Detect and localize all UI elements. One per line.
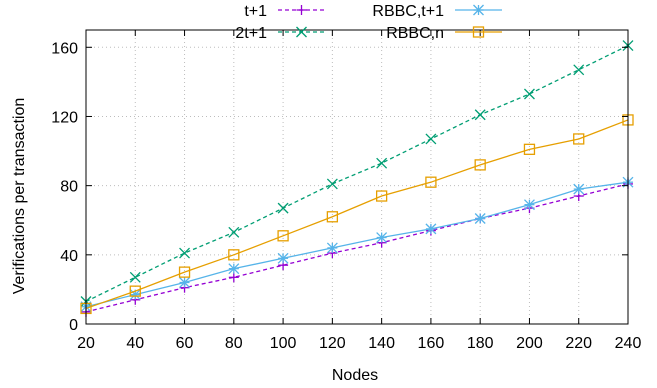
data-point-rbbc-t-1 [326, 242, 338, 254]
y-axis-title: Verifications per transaction [11, 98, 28, 295]
data-point-rbbc-n [375, 190, 388, 202]
data-point-rbbc-t-1 [523, 199, 535, 211]
series-line-rbbc-t-1 [85, 181, 629, 308]
data-point-rbbc-n [277, 230, 289, 242]
data-point-rbbc-t-1 [425, 223, 437, 235]
axes: 20 40 60 80 100 120 140 160 180 200 220 240 0 40 80 120… [51, 30, 641, 352]
x-tick-label: 20 [77, 335, 95, 352]
legend: t+1 2t+1 RBBC,t+1 RBBC,n [235, 3, 502, 42]
data-point-t-1 [228, 272, 239, 283]
data-point-rbbc-t-1 [228, 263, 240, 275]
data-point-rbbc-t-1 [573, 183, 585, 195]
series-layer [80, 40, 634, 317]
data-point-rbbc-n [228, 249, 240, 261]
data-point-rbbc-t-1 [179, 277, 191, 288]
data-point-rbbc-t-1 [277, 252, 289, 264]
plot-frame [85, 29, 629, 325]
legend-label-t-1: t+1 [244, 3, 267, 20]
data-point-2t-1 [228, 226, 240, 238]
x-tick-label: 200 [516, 335, 543, 352]
data-point-rbbc-t-1 [474, 213, 486, 224]
y-tick-label: 80 [60, 179, 78, 196]
x-tick-label: 160 [418, 335, 445, 352]
data-point-2t-1 [277, 202, 289, 214]
x-tick-label: 40 [126, 335, 144, 352]
y-tick-label: 160 [51, 40, 78, 57]
x-tick-label: 120 [319, 335, 346, 352]
legend-label-rbbc-n: RBBC,n [386, 25, 444, 42]
legend-marker-t-1 [296, 5, 307, 15]
legend-label-rbbc-t-1: RBBC,t+1 [372, 3, 444, 20]
x-axis-title: Nodes [332, 367, 378, 384]
data-point-2t-1 [523, 88, 535, 100]
grid [86, 30, 628, 324]
data-point-2t-1 [179, 247, 191, 259]
series-line-rbbc-n [85, 119, 629, 310]
x-tick-label: 240 [615, 335, 642, 352]
series-line-t-1 [85, 183, 629, 313]
y-tick-label: 40 [60, 248, 78, 265]
y-tick-label: 120 [51, 109, 78, 126]
data-point-rbbc-n [425, 176, 437, 188]
data-point-rbbc-n [523, 143, 536, 155]
x-tick-label: 180 [467, 335, 494, 352]
y-tick-label: 0 [69, 317, 78, 334]
x-tick-label: 100 [270, 335, 297, 352]
x-tick-label: 60 [176, 335, 194, 352]
data-point-rbbc-n [474, 159, 486, 171]
x-tick-label: 140 [368, 335, 395, 352]
data-point-2t-1 [474, 109, 486, 121]
data-point-rbbc-n [326, 211, 339, 223]
x-tick-label: 220 [565, 335, 592, 352]
legend-label-2t-1: 2t+1 [235, 25, 267, 42]
data-point-2t-1 [573, 64, 585, 76]
legend-marker-rbbc-t-1 [473, 4, 484, 16]
data-point-2t-1 [425, 133, 437, 145]
data-point-rbbc-n [573, 133, 585, 145]
data-point-2t-1 [326, 178, 338, 190]
data-point-2t-1 [129, 271, 141, 283]
data-point-2t-1 [376, 157, 388, 169]
legend-marker-2t-1 [296, 26, 307, 38]
legend-marker-rbbc-n [472, 26, 485, 38]
x-tick-label: 80 [225, 335, 243, 352]
data-point-rbbc-n [178, 266, 191, 278]
series-line-2t-1 [85, 44, 629, 303]
data-point-rbbc-n [129, 285, 141, 297]
data-point-rbbc-t-1 [376, 232, 388, 243]
